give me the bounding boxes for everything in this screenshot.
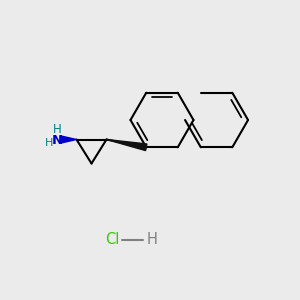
Polygon shape [106, 140, 147, 151]
Text: Cl: Cl [106, 232, 120, 247]
Text: H: H [45, 138, 54, 148]
Polygon shape [60, 136, 76, 143]
Text: H: H [52, 123, 62, 136]
Text: N: N [51, 134, 63, 147]
Text: H: H [147, 232, 158, 247]
